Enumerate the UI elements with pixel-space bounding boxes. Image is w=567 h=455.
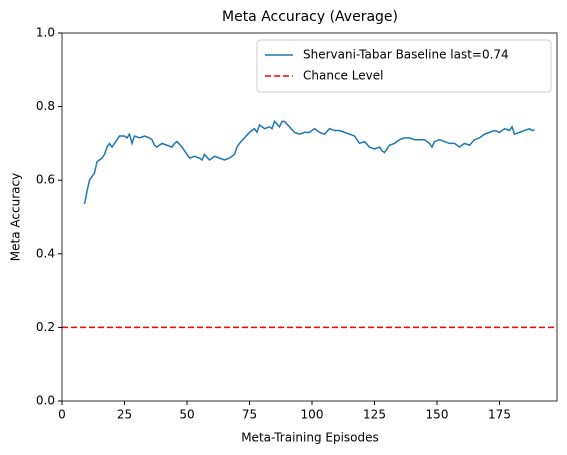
legend-label: Chance Level bbox=[303, 69, 383, 83]
data-line bbox=[83, 119, 535, 205]
x-tick-label: 50 bbox=[179, 408, 194, 422]
y-tick-label: 0.4 bbox=[36, 246, 55, 260]
y-tick-label: 0.6 bbox=[36, 173, 55, 187]
x-tick-label: 0 bbox=[58, 408, 66, 422]
y-tick-label: 1.0 bbox=[36, 26, 55, 40]
x-tick-label: 25 bbox=[117, 408, 132, 422]
x-tick-label: 75 bbox=[242, 408, 257, 422]
y-tick-label: 0.8 bbox=[36, 99, 55, 113]
legend-label: Shervani-Tabar Baseline last=0.74 bbox=[303, 48, 509, 62]
x-tick-label: 175 bbox=[488, 408, 511, 422]
x-tick-label: 150 bbox=[426, 408, 449, 422]
x-tick-label: 125 bbox=[363, 408, 386, 422]
x-axis-label: Meta-Training Episodes bbox=[241, 431, 379, 445]
plot-frame bbox=[61, 32, 558, 402]
y-axis-label: Meta Accuracy bbox=[9, 173, 23, 261]
y-tick-label: 0.0 bbox=[36, 394, 55, 408]
chart-title: Meta Accuracy (Average) bbox=[222, 9, 398, 25]
x-tick-label: 100 bbox=[301, 408, 324, 422]
y-tick-label: 0.2 bbox=[36, 320, 55, 334]
legend-box bbox=[256, 39, 552, 93]
